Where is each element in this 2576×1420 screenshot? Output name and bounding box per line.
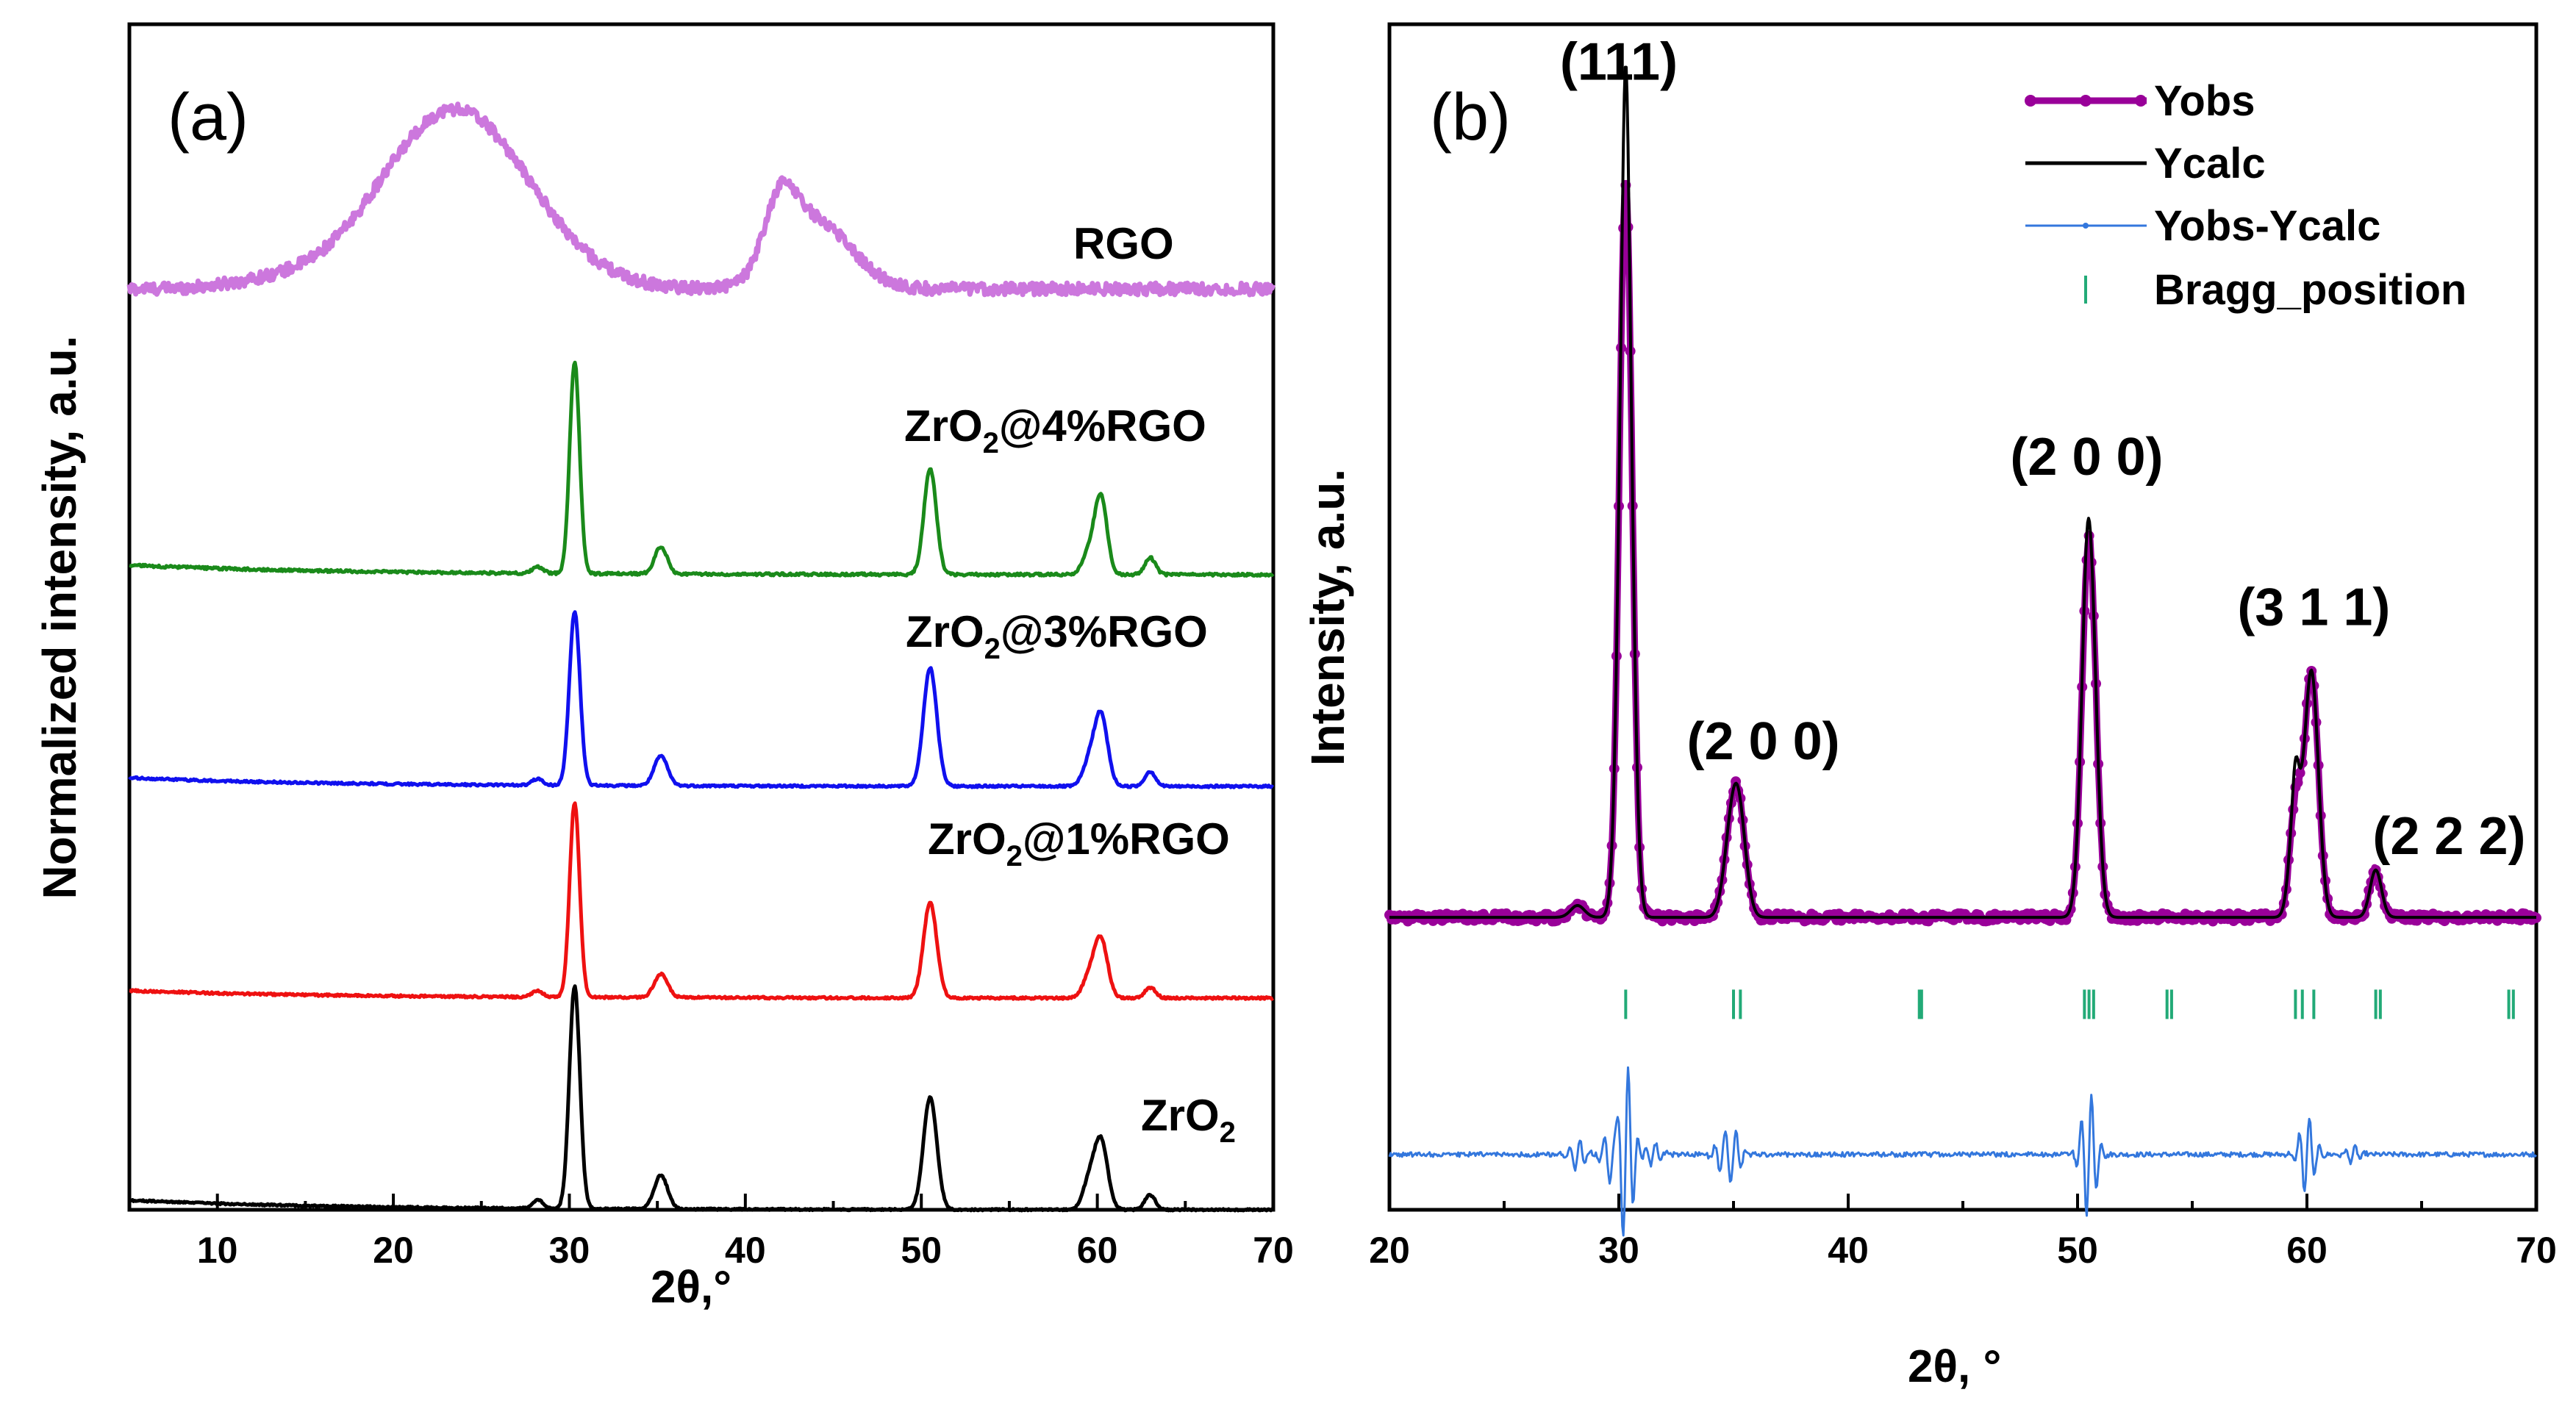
legend-yobs-label: Yobs xyxy=(2154,77,2255,125)
panel-a-tick-label: 70 xyxy=(1253,1230,1294,1271)
panel-a-tick-label: 60 xyxy=(1077,1230,1118,1271)
panel-b: (b) 20 30 40 50 60 70 (111) (2 0 0) (2 0 0) (3 1… xyxy=(1301,22,2557,1392)
ycalc-line xyxy=(1389,65,2537,919)
panel-b-legend: Yobs Ycalc Yobs-Ycalc Bragg_position xyxy=(2025,77,2466,314)
panel-a-label-zro2-3-rgo: ZrO2@3%RGO xyxy=(906,607,1208,665)
panel-b-y-axis-title: Intensity, a.u. xyxy=(1301,469,1354,766)
panel-a-tick-label: 10 xyxy=(197,1230,238,1271)
panel-b-tick-label: 20 xyxy=(1369,1230,1410,1271)
legend-bragg-label: Bragg_position xyxy=(2154,266,2466,314)
panel-a-series-rgo xyxy=(126,101,1276,298)
panel-b-annotation: (111) xyxy=(1560,32,1678,91)
panel-b-tick-label: 60 xyxy=(2286,1230,2328,1271)
panel-a-label-zro2-4-rgo: ZrO2@4%RGO xyxy=(904,401,1206,459)
panel-b-annotation: (3 1 1) xyxy=(2237,578,2390,637)
panel-a-y-axis-title: Normalized intensity, a.u. xyxy=(33,336,86,900)
panel-a: (a) 10 20 30 40 50 60 70 RGO ZrO2@4%RGO ZrO2@3%R… xyxy=(33,22,1294,1313)
panel-a-plot xyxy=(126,101,1276,1213)
panel-a-series-zro2 xyxy=(128,984,1275,1213)
panel-a-label-zro2-1-rgo: ZrO2@1%RGO xyxy=(928,814,1230,872)
panel-b-annotation: (2 2 2) xyxy=(2372,807,2525,866)
panel-b-tick-label: 40 xyxy=(1828,1230,1869,1271)
panel-b-x-axis-title: 2θ, ° xyxy=(1908,1341,2001,1392)
panel-b-tick-label: 30 xyxy=(1598,1230,1639,1271)
panel-a-tick-label: 20 xyxy=(373,1230,414,1271)
panel-a-series-zro2-4-rgo xyxy=(128,360,1275,578)
panel-b-tick-label: 70 xyxy=(2516,1230,2557,1271)
panel-a-tick-label: 30 xyxy=(549,1230,590,1271)
bragg-ticks xyxy=(1624,989,2515,1019)
yobs-ycalc-difference-line xyxy=(1388,1066,2537,1237)
panel-a-tick-label: 40 xyxy=(725,1230,766,1271)
yobs-point xyxy=(2292,777,2303,788)
panel-a-label-rgo: RGO xyxy=(1073,219,1174,268)
panel-a-series-labels: RGO ZrO2@4%RGO ZrO2@3%RGO ZrO2@1%RGO ZrO2 xyxy=(904,219,1236,1149)
legend-yobs-marker-1 xyxy=(2025,95,2036,107)
panel-a-series-zro2-3-rgo xyxy=(128,610,1275,789)
panel-b-label: (b) xyxy=(1430,81,1511,154)
panel-a-x-axis-title: 2θ,° xyxy=(651,1262,731,1313)
panel-b-x-ticks: 20 30 40 50 60 70 xyxy=(1369,1194,2557,1271)
yobs-point xyxy=(2294,767,2305,778)
panel-a-x-ticks: 10 20 30 40 50 60 70 xyxy=(128,1194,1294,1271)
panel-a-tick-label: 50 xyxy=(901,1230,942,1271)
panel-b-annotation: (2 0 0) xyxy=(1687,712,1840,771)
legend-yobs-marker-3 xyxy=(2135,95,2147,107)
panel-a-series-zro2-1-rgo xyxy=(128,801,1275,1001)
legend-diff-marker xyxy=(2083,223,2089,229)
panel-b-annotation: (2 0 0) xyxy=(2010,428,2163,487)
panel-a-label-zro2: ZrO2 xyxy=(1141,1091,1236,1149)
panel-a-label: (a) xyxy=(168,81,248,154)
legend-diff-label: Yobs-Ycalc xyxy=(2154,202,2380,250)
legend-yobs-marker-2 xyxy=(2080,95,2092,107)
panel-b-tick-label: 50 xyxy=(2057,1230,2098,1271)
legend-ycalc-label: Ycalc xyxy=(2154,140,2266,187)
panel-b-peak-annotations: (111) (2 0 0) (2 0 0) (3 1 1) (2 2 2) xyxy=(1560,32,2526,866)
panel-b-plot xyxy=(1384,65,2541,1237)
